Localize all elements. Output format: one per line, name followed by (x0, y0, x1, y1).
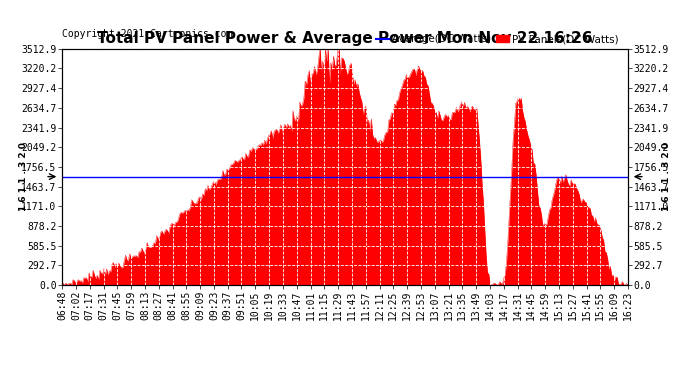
Title: Total PV Panel Power & Average Power Mon Nov 22 16:26: Total PV Panel Power & Average Power Mon… (97, 31, 593, 46)
Text: 1 6 1 1 . 3 2 0: 1 6 1 1 . 3 2 0 (662, 142, 671, 211)
Legend: Average(DC Watts), PV Panels(DC Watts): Average(DC Watts), PV Panels(DC Watts) (372, 30, 622, 49)
Text: Copyright 2021 Cartronics.com: Copyright 2021 Cartronics.com (62, 29, 233, 39)
Text: 1 6 1 1 . 3 2 0: 1 6 1 1 . 3 2 0 (19, 142, 28, 211)
